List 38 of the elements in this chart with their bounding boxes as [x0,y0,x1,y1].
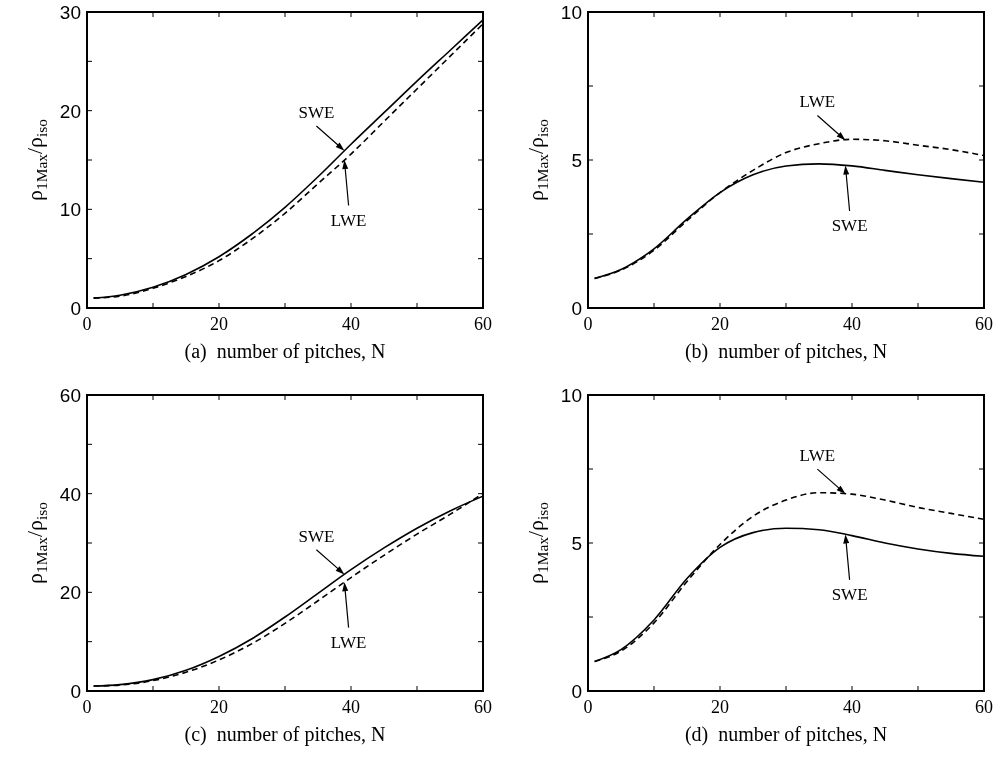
x-axis-title: (d) number of pitches, N [684,723,888,746]
series-label: LWE [799,446,836,466]
y-tick-label: 0 [70,681,81,702]
series-label: SWE [298,103,335,123]
x-tick-label: 20 [711,314,729,334]
y-tick-label: 60 [59,385,81,406]
series-label: LWE [799,92,836,112]
x-tick-label: 20 [210,697,228,717]
x-tick-label: 40 [342,697,360,717]
x-tick-label: 40 [843,314,861,334]
series-label: LWE [330,210,367,230]
y-tick-label: 0 [70,298,81,319]
x-tick-label: 40 [843,697,861,717]
text: SWE [831,584,868,604]
y-tick-label: 0 [571,681,582,702]
y-tick-label: 10 [560,385,582,406]
series-label: LWE [330,632,367,652]
x-tick-label: 60 [975,697,993,717]
y-tick-label: 0 [571,298,582,319]
text: SWE [831,216,868,236]
x-tick-label: 40 [342,314,360,334]
x-axis-title: (b) number of pitches, N [684,340,888,363]
y-tick-label: 5 [571,533,582,554]
x-tick-label: 60 [474,314,492,334]
series-label: SWE [298,526,335,546]
x-tick-label: 20 [210,314,228,334]
x-axis-title: (a) number of pitches, N [184,340,386,363]
x-tick-label: 60 [975,314,993,334]
y-tick-label: 5 [571,150,582,171]
y-tick-label: 40 [59,483,81,505]
x-axis-title: (c) number of pitches, N [184,723,386,746]
y-tick-label: 10 [560,2,582,23]
y-tick-label: 10 [59,199,81,221]
x-tick-label: 60 [474,697,492,717]
y-tick-label: 20 [59,100,81,122]
y-tick-label: 30 [59,2,81,23]
x-tick-label: 20 [711,697,729,717]
y-tick-label: 20 [59,582,81,604]
